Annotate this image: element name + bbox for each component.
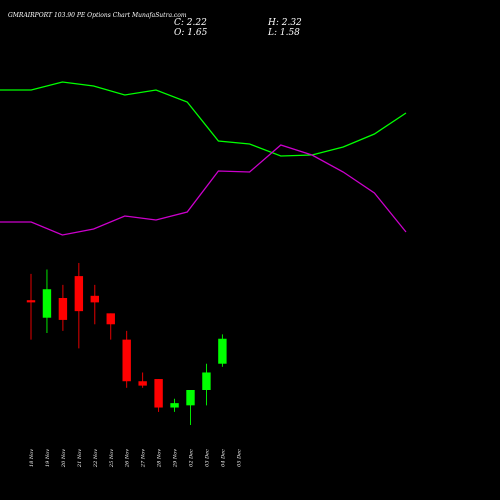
- x-tick-label: 26 Nov: [125, 449, 131, 468]
- close-value: C: 2.22: [174, 18, 207, 28]
- candle-body: [170, 403, 179, 408]
- candle-body: [42, 289, 52, 318]
- open-value: O: 1.65: [174, 28, 208, 38]
- candle: [170, 398, 179, 412]
- candle: [74, 262, 84, 349]
- candle-body: [154, 379, 163, 408]
- candle: [202, 363, 211, 406]
- candle-body: [138, 381, 147, 386]
- x-tick-label: 19 Nov: [45, 449, 51, 467]
- candle: [218, 334, 227, 367]
- candle: [90, 284, 99, 325]
- candle: [26, 273, 36, 340]
- x-tick-label: 02 Dec: [189, 449, 195, 467]
- candle-body: [202, 372, 211, 390]
- low-value: L: 1.58: [268, 28, 300, 38]
- x-tick-label: 05 Dec: [236, 449, 242, 467]
- x-tick-label: 29 Nov: [173, 449, 179, 468]
- candle: [138, 372, 147, 388]
- candle: [122, 330, 131, 388]
- x-tick-label: 03 Dec: [204, 449, 210, 467]
- x-tick-label: 18 Nov: [29, 449, 35, 467]
- x-tick-label: 22 Nov: [93, 449, 99, 468]
- indicator-line-1: [0, 81, 407, 157]
- candle: [186, 390, 195, 426]
- candle-body: [74, 276, 84, 312]
- candle-body: [58, 298, 68, 320]
- candle: [58, 284, 68, 331]
- x-tick-label: 04 Dec: [220, 449, 226, 467]
- high-value: H: 2.32: [268, 18, 302, 28]
- candle: [42, 269, 52, 334]
- x-tick-label: 28 Nov: [157, 449, 163, 468]
- candle-body: [186, 390, 195, 406]
- candle-body: [218, 338, 227, 364]
- x-tick-label: 25 Nov: [109, 449, 115, 468]
- candle: [154, 379, 163, 412]
- x-tick-label: 21 Nov: [77, 449, 83, 468]
- indicator-line-2: [0, 144, 407, 236]
- x-tick-label: 27 Nov: [141, 449, 147, 468]
- candle-body: [26, 300, 36, 303]
- chart-title: GMRAIRPORT 103.90 PE Options Chart Munaf…: [8, 12, 187, 19]
- x-tick-label: 20 Nov: [61, 449, 67, 468]
- candle-body: [122, 339, 131, 382]
- candle-body: [106, 313, 115, 325]
- candle: [106, 313, 115, 340]
- candle-body: [90, 295, 99, 303]
